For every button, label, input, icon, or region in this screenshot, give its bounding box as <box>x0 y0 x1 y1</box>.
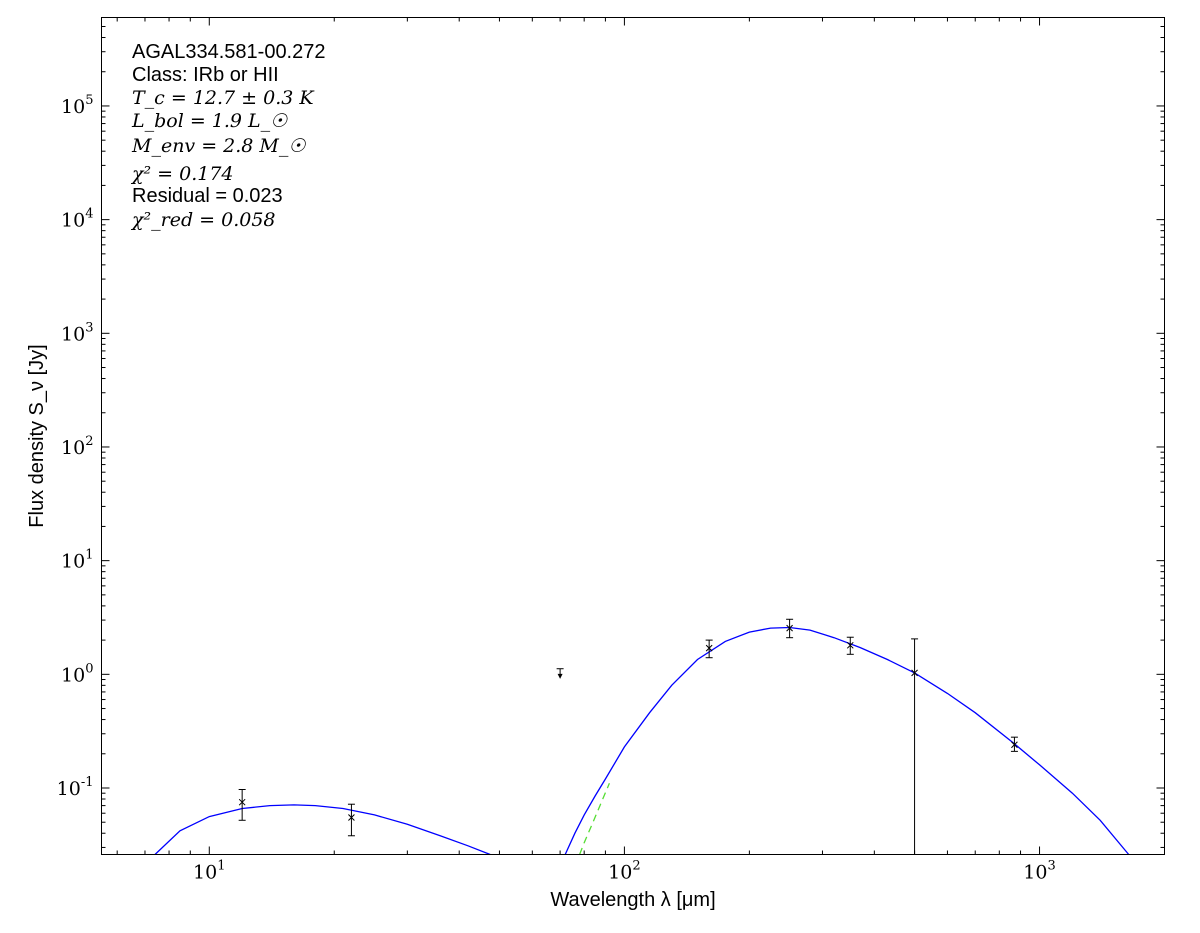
y-tick-label: 10-1 <box>57 775 94 800</box>
y-tick-label: 102 <box>61 434 93 459</box>
point-marker-b <box>348 814 355 821</box>
x-axis-label: Wavelength λ [μm] <box>550 889 715 911</box>
data-point-5 <box>846 636 854 655</box>
x-tick-label: 103 <box>1023 859 1055 884</box>
y-tick-label: 104 <box>61 207 93 232</box>
data-point-4 <box>786 618 794 639</box>
axis-ticks <box>101 17 1165 855</box>
annotation-tc: T_c = 12.7 ± 0.3 K <box>132 87 315 109</box>
point-marker-b <box>705 644 713 652</box>
annotation-source: AGAL334.581-00.272 <box>132 41 326 63</box>
model-dashed-curve-2 <box>578 783 610 855</box>
axis-tick-labels: 101 102 103 10-1 100 101 102 103 104 105 <box>57 93 1056 884</box>
annotation-class: Class: IRb or HII <box>132 64 279 86</box>
y-tick-label: 100 <box>61 661 93 686</box>
data-points <box>238 618 1018 855</box>
annotation-lbol: L_bol = 1.9 L_☉ <box>131 110 288 132</box>
point-marker-b <box>1011 741 1018 749</box>
annotation-chi2: χ² = 0.174 <box>130 163 234 185</box>
point-marker-b <box>786 624 793 632</box>
x-tick-label: 101 <box>193 859 225 884</box>
point-marker-b <box>846 641 854 649</box>
y-tick-label: 105 <box>61 93 93 118</box>
x-tick-label: 102 <box>608 859 640 884</box>
point-marker-b <box>238 798 246 806</box>
data-point-6 <box>911 638 919 855</box>
upper-limit-marker <box>557 673 563 679</box>
y-axis-label: Flux density S_ν [Jy] <box>26 344 48 527</box>
data-point-2 <box>556 668 564 679</box>
data-point-7 <box>1010 736 1018 752</box>
y-tick-label: 101 <box>61 548 93 573</box>
y-tick-label: 103 <box>61 320 93 345</box>
annotation-residual: Residual = 0.023 <box>132 185 283 207</box>
model-curve-0 <box>154 804 491 856</box>
annotation-menv: M_env = 2.8 M_☉ <box>131 135 306 157</box>
plot-frame <box>101 17 1165 855</box>
data-point-3 <box>705 639 713 659</box>
data-point-1 <box>347 803 355 837</box>
annotation-chi2red: χ²_red = 0.058 <box>130 209 276 231</box>
data-point-0 <box>238 789 246 821</box>
point-marker-b <box>911 669 918 677</box>
